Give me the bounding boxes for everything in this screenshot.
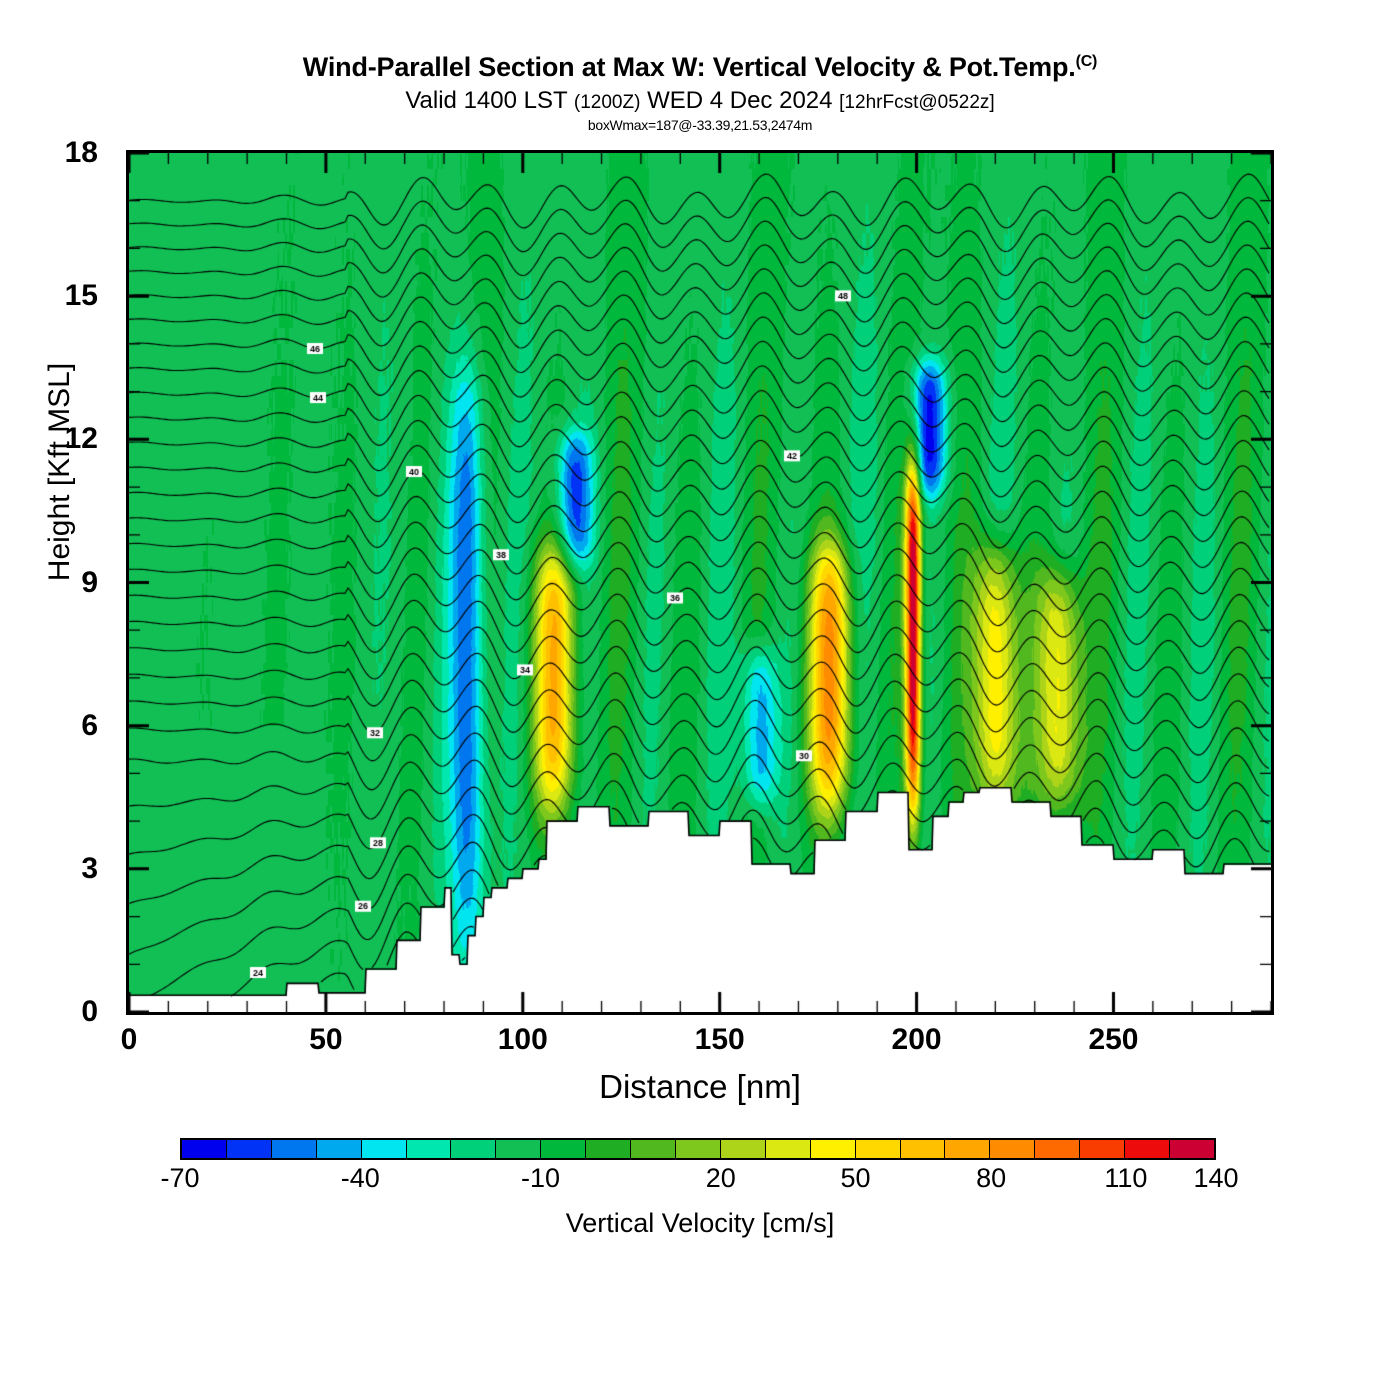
colorbar-tick-label: -70 [160,1163,200,1193]
colorbar-segment [1080,1140,1126,1158]
colorbar-tick-label: 140 [1193,1163,1239,1193]
x-tick-label: 250 [1088,1023,1139,1056]
colorbar [180,1138,1216,1160]
title-block: Wind-Parallel Section at Max W: Vertical… [0,52,1400,133]
colorbar-segment [586,1140,632,1158]
vertical-velocity-field-canvas [129,153,1271,1012]
x-tick-label: 0 [120,1023,138,1056]
colorbar-segment [226,1140,272,1158]
page-title: Wind-Parallel Section at Max W: Vertical… [0,52,1400,83]
subtitle-date: WED 4 Dec 2024 [640,87,840,114]
y-tick-label: 9 [81,565,98,599]
colorbar-segment [451,1140,497,1158]
subtitle: Valid 1400 LST (1200Z) WED 4 Dec 2024 [1… [0,87,1400,115]
subtitle-boxwmax: boxWmax=187@-33.39,21.53,2474m [587,117,813,133]
main-title-text: Wind-Parallel Section at Max W: Vertical… [302,52,1076,82]
y-tick-label: 0 [81,995,98,1028]
y-tick-label: 3 [81,851,98,885]
subtitle-valid-time: Valid 1400 LST [405,87,574,114]
colorbar-segment [316,1140,362,1158]
colorbar-segment [541,1140,587,1158]
colorbar-tick-label: 50 [840,1163,871,1193]
colorbar-segment [271,1140,317,1158]
colorbar-segment [631,1140,676,1158]
y-tick-label: 15 [64,279,98,313]
y-tick-label: 18 [64,136,98,169]
y-tick-label: 12 [64,422,98,456]
colorbar-segment [900,1140,946,1158]
colorbar-segment [675,1140,721,1158]
subtitle-zulu-time: (1200Z) [573,92,641,113]
colorbar-title: Vertical Velocity [cm/s] [565,1208,835,1238]
subtitle-forecast-tag: [12hrFcst@0522z] [839,92,995,113]
colorbar-segment [1169,1140,1214,1158]
y-axis-label: Height [Kft MSL] [43,362,76,582]
colorbar-segment [990,1140,1036,1158]
x-tick-label: 200 [891,1023,942,1056]
colorbar-segment [855,1140,901,1158]
colorbar-segment [765,1140,811,1158]
x-axis-label: Distance [nm] [599,1068,801,1105]
y-tick-label: 6 [81,708,98,742]
colorbar-segment [496,1140,542,1158]
colorbar-tick-label: -40 [340,1163,380,1193]
x-tick-label: 150 [694,1023,745,1056]
colorbar-segment [361,1140,407,1158]
colorbar-tick-label: 80 [976,1163,1007,1193]
colorbar-segment [406,1140,452,1158]
plot-area [126,150,1274,1015]
colorbar-segment [945,1140,991,1158]
colorbar-segment [720,1140,766,1158]
colorbar-tick-label: 20 [705,1163,736,1193]
colorbar-segment [810,1140,856,1158]
colorbar-tick-label: -10 [521,1163,561,1193]
copyright-mark: (C) [1075,53,1098,70]
colorbar-segment [1125,1140,1170,1158]
colorbar-tick-label: 110 [1104,1163,1148,1193]
x-tick-label: 100 [497,1023,548,1056]
colorbar-segment [1035,1140,1081,1158]
colorbar-segment [182,1140,227,1158]
x-tick-label: 50 [309,1023,343,1056]
